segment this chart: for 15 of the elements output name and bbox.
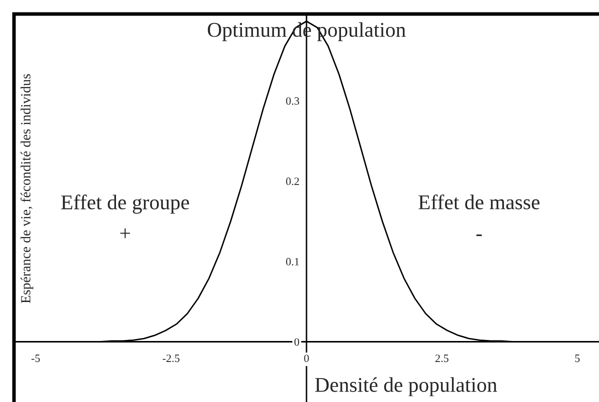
annotation: Effet de masse [418,194,540,210]
x-tick-label: -5 [31,354,40,362]
x-tick-label: 2.5 [435,354,448,362]
x-tick-label: 5 [575,354,580,362]
y-axis-title: Espérance de vie, fécondité des individus [20,74,34,304]
x-axis-title: Densité de population [315,377,498,396]
annotation: Effet de groupe [61,194,190,214]
y-tick-label: 0.3 [286,97,300,105]
y-tick-label: 0.1 [286,258,299,266]
y-tick-label: 0 [294,338,300,346]
y-tick-label: 0.2 [286,178,299,186]
x-tick-label: 0 [304,354,309,362]
x-tick-label: -2.5 [162,354,180,362]
annotation: - [476,234,482,236]
annotation: + [120,228,130,238]
